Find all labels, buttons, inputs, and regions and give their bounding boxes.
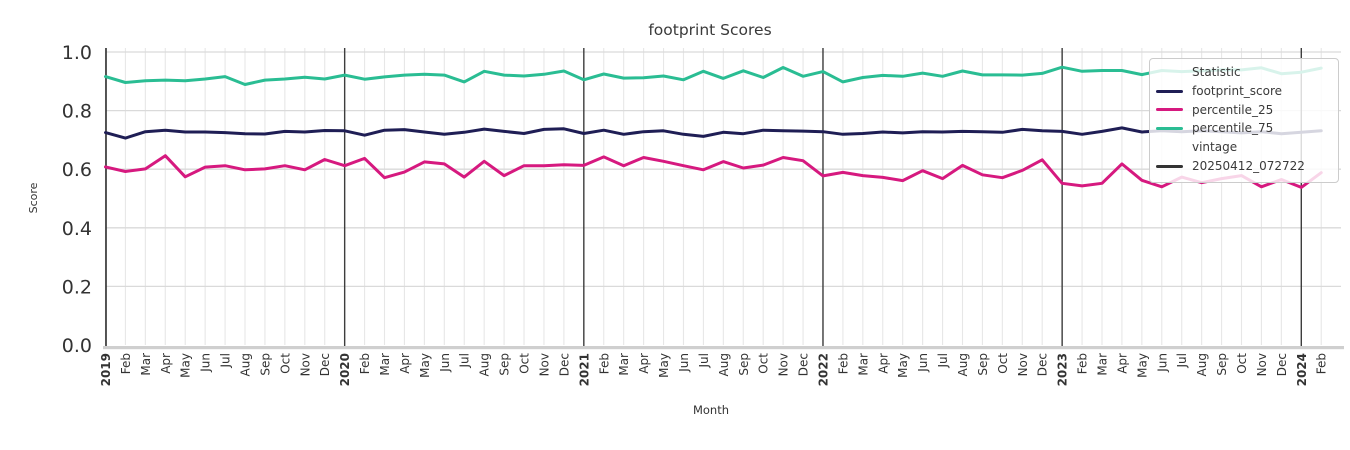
x-tick-label: Apr (637, 353, 651, 374)
y-axis-label: Score (27, 182, 40, 213)
x-tick-label: Jun (1155, 353, 1169, 373)
y-tick-label: 0.2 (62, 276, 92, 298)
footprint-score-line-swatch (1156, 89, 1183, 93)
percentile-25-line-swatch (1156, 108, 1183, 112)
x-tick-label: Aug (956, 353, 970, 376)
x-tick-label: Oct (757, 353, 771, 374)
x-tick-label: Sep (258, 353, 272, 376)
x-tick-label: Nov (1016, 353, 1030, 376)
series-line-footprint_score[interactable] (104, 126, 1323, 140)
legend-subtitle-row: vintage (1156, 138, 1332, 157)
x-tick-label: Jul (936, 353, 950, 368)
x-tick-label: Sep (1215, 353, 1229, 376)
x-tick-label: Jun (916, 353, 930, 373)
legend-title: Statistic (1192, 65, 1241, 79)
x-tick-label: Sep (498, 353, 512, 376)
x-tick-label: Dec (1036, 353, 1050, 376)
x-tick-label: Aug (478, 353, 492, 376)
series-line-percentile_75[interactable] (104, 65, 1323, 86)
legend-item-label: footprint_score (1192, 83, 1283, 98)
x-tick-label: Nov (298, 353, 312, 376)
x-tick-label: Jul (219, 353, 233, 368)
x-tick-label: Sep (737, 353, 751, 376)
x-tick-label: Jun (677, 353, 691, 373)
x-tick-label: Jul (458, 353, 472, 368)
legend-item-percentile-75[interactable]: percentile_75 (1156, 119, 1332, 138)
x-tick-label: Nov (777, 353, 791, 376)
y-tick-label: 0.4 (62, 218, 92, 240)
x-tick-label: Dec (557, 353, 571, 376)
x-tick-label: Apr (876, 353, 890, 374)
x-tick-label: Mar (378, 353, 392, 376)
x-tick-label: Mar (617, 353, 631, 376)
x-tick-label: Dec (1275, 353, 1289, 376)
x-tick-label: 2020 (338, 353, 352, 386)
series-line-percentile_25[interactable] (104, 154, 1323, 189)
x-tick-label: May (896, 353, 910, 378)
x-tick-label: Feb (1315, 353, 1329, 374)
x-tick-label: Mar (139, 353, 153, 376)
y-tick-label: 0.8 (62, 101, 92, 123)
legend-item-vintage[interactable]: 20250412_072722 (1156, 157, 1332, 176)
x-axis-label: Month (693, 403, 729, 417)
x-tick-label: Dec (318, 353, 332, 376)
x-tick-label: Jul (697, 353, 711, 368)
legend-subtitle: vintage (1192, 140, 1238, 155)
x-tick-label: Mar (856, 353, 870, 376)
chart-title: footprint Scores (648, 21, 772, 39)
legend-item-footprint-score[interactable]: footprint_score (1156, 82, 1332, 101)
x-tick-label: Nov (537, 353, 551, 376)
x-tick-label: 2019 (99, 353, 113, 386)
x-tick-label: Feb (1076, 353, 1090, 374)
x-tick-label: 2024 (1295, 353, 1309, 386)
x-tick-label: Feb (358, 353, 372, 374)
x-tick-label: Jun (438, 353, 452, 373)
y-tick-label: 1.0 (62, 42, 92, 64)
x-tick-label: Apr (398, 353, 412, 374)
y-tick-label: 0.0 (62, 335, 92, 357)
x-tick-label: May (179, 353, 193, 378)
x-tick-label: Feb (597, 353, 611, 374)
x-tick-label: 2023 (1056, 353, 1070, 386)
x-tick-label: Jun (199, 353, 213, 373)
x-tick-label: Feb (836, 353, 850, 374)
legend-item-percentile-25[interactable]: percentile_25 (1156, 101, 1332, 120)
x-tick-label: Dec (797, 353, 811, 376)
x-tick-label: Oct (1235, 353, 1249, 374)
y-tick-label: 0.6 (62, 159, 92, 181)
legend-title-row: Statistic (1156, 63, 1332, 82)
x-tick-label: Aug (1195, 353, 1209, 376)
x-tick-label: May (418, 353, 432, 378)
vintage-line-swatch (1156, 164, 1183, 168)
x-tick-label: Apr (159, 353, 173, 374)
x-tick-label: May (657, 353, 671, 378)
x-tick-label: Apr (1115, 353, 1129, 374)
x-tick-label: May (1135, 353, 1149, 378)
x-tick-label: 2021 (577, 353, 591, 386)
legend[interactable]: Statistic footprint_score percentile_25 … (1149, 58, 1339, 183)
x-tick-label: 2022 (816, 353, 830, 386)
x-tick-label: Mar (1096, 353, 1110, 376)
x-tick-label: Aug (239, 353, 253, 376)
x-tick-label: Oct (996, 353, 1010, 374)
x-tick-label: Oct (278, 353, 292, 374)
x-tick-label: Aug (717, 353, 731, 376)
percentile-75-line-swatch (1156, 127, 1183, 131)
x-tick-label: Nov (1255, 353, 1269, 376)
legend-item-label: percentile_75 (1192, 121, 1274, 136)
legend-item-label: percentile_25 (1192, 102, 1274, 117)
x-tick-label: Oct (518, 353, 532, 374)
legend-item-label: 20250412_072722 (1192, 158, 1305, 173)
x-tick-label: Sep (976, 353, 990, 376)
x-tick-label: Feb (119, 353, 133, 374)
x-tick-label: Jul (1175, 353, 1189, 368)
x-axis-spine (103, 346, 1344, 350)
